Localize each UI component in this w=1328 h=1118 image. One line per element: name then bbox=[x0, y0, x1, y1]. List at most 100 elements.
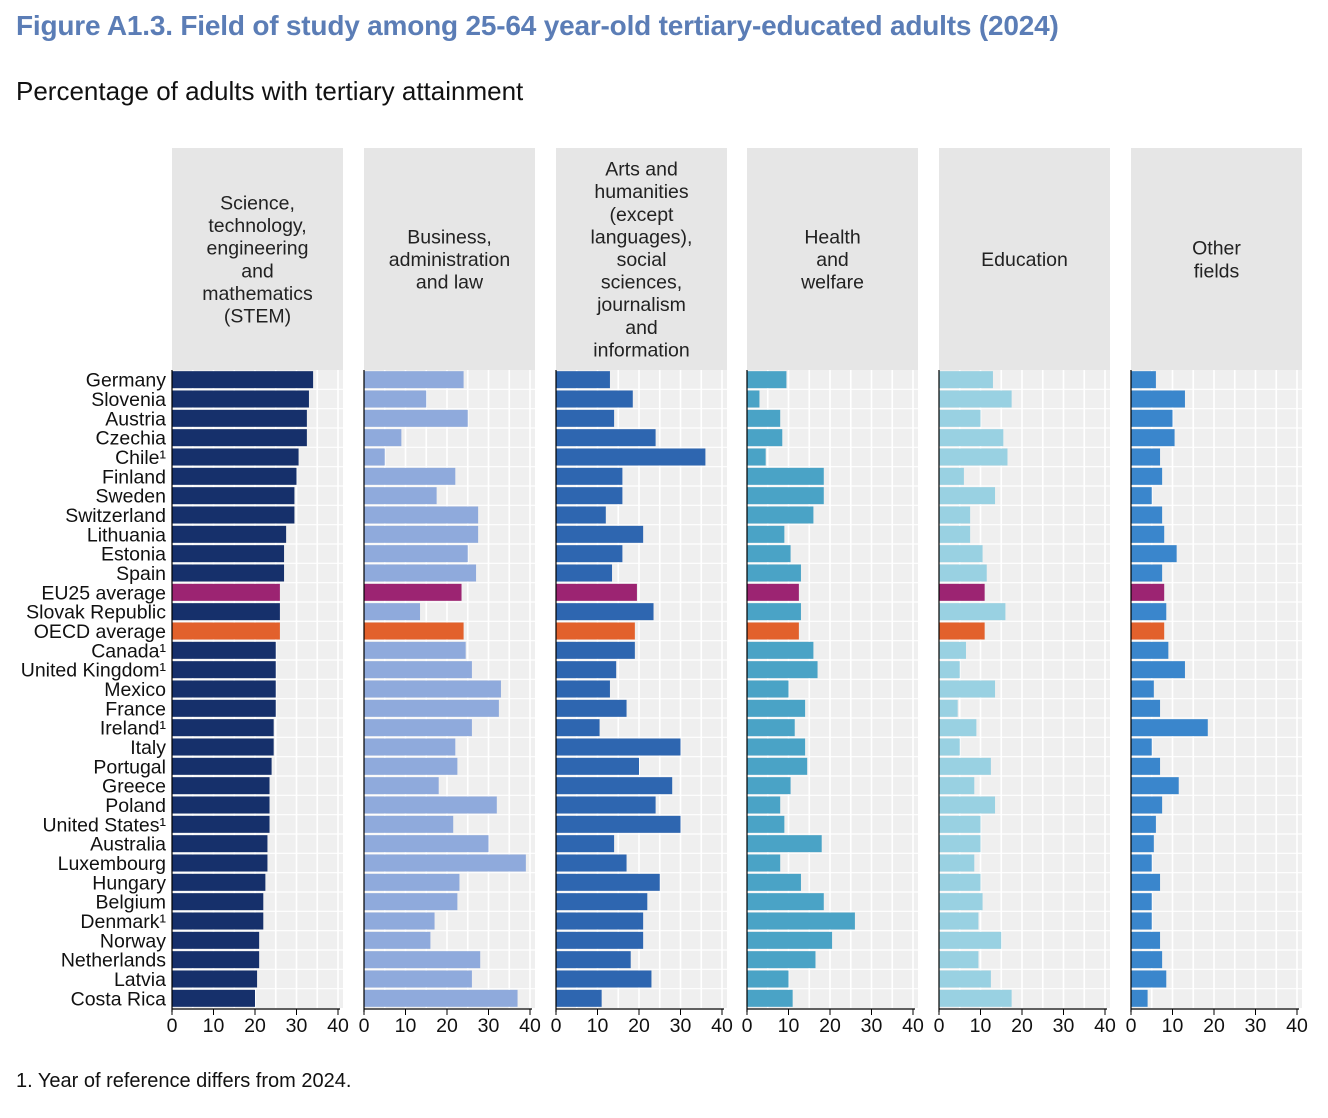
x-tick-label: 30 bbox=[286, 1015, 308, 1037]
bar bbox=[939, 835, 981, 853]
bar bbox=[172, 738, 274, 756]
bar bbox=[1131, 989, 1148, 1007]
bar bbox=[172, 506, 295, 524]
bar bbox=[556, 699, 627, 717]
bar bbox=[556, 545, 623, 563]
bar bbox=[939, 719, 977, 737]
category-label: Denmark¹ bbox=[80, 911, 166, 933]
bar bbox=[364, 622, 464, 640]
bar bbox=[747, 622, 799, 640]
x-tick-label: 10 bbox=[778, 1015, 800, 1037]
bar bbox=[556, 873, 660, 891]
bar bbox=[1131, 680, 1154, 698]
x-tick-label: 0 bbox=[742, 1015, 753, 1037]
bar bbox=[364, 429, 402, 447]
bar bbox=[939, 796, 996, 814]
bar bbox=[1131, 390, 1185, 408]
bar bbox=[747, 371, 787, 389]
bar bbox=[939, 815, 981, 833]
bar bbox=[1131, 699, 1161, 717]
bar bbox=[747, 873, 801, 891]
x-tick-label: 40 bbox=[519, 1015, 541, 1037]
bar bbox=[747, 757, 808, 775]
panel-title-line: humanities bbox=[594, 181, 689, 203]
x-tick-label: 20 bbox=[819, 1015, 841, 1037]
bar bbox=[364, 893, 458, 911]
x-tick-label: 0 bbox=[359, 1015, 370, 1037]
x-tick-label: 0 bbox=[1126, 1015, 1137, 1037]
bar bbox=[364, 912, 435, 930]
bar bbox=[364, 525, 479, 543]
bar bbox=[172, 467, 297, 485]
bar bbox=[747, 429, 783, 447]
x-tick-label: 10 bbox=[1162, 1015, 1184, 1037]
panel-title-line: administration bbox=[389, 249, 510, 271]
x-tick-label: 10 bbox=[203, 1015, 225, 1037]
bar bbox=[747, 777, 791, 795]
bar bbox=[939, 854, 975, 872]
bar bbox=[1131, 931, 1161, 949]
bar bbox=[556, 931, 644, 949]
category-label: Slovak Republic bbox=[26, 602, 166, 624]
bar bbox=[1131, 583, 1165, 601]
bar bbox=[364, 777, 439, 795]
bar bbox=[556, 680, 610, 698]
bar bbox=[556, 757, 639, 775]
bar bbox=[747, 487, 824, 505]
bar bbox=[747, 467, 824, 485]
bar bbox=[1131, 371, 1156, 389]
panel-header-5 bbox=[939, 148, 1110, 370]
panel-title-line: (STEM) bbox=[224, 306, 291, 328]
bar bbox=[556, 970, 652, 988]
bar bbox=[364, 854, 526, 872]
panel-header-3 bbox=[556, 148, 727, 370]
x-tick-label: 0 bbox=[167, 1015, 178, 1037]
bar bbox=[364, 506, 479, 524]
figure-subtitle: Percentage of adults with tertiary attai… bbox=[16, 76, 524, 106]
panel-title-line: fields bbox=[1194, 260, 1240, 282]
figure-title: Figure A1.3. Field of study among 25-64 … bbox=[16, 10, 1059, 41]
bar bbox=[172, 777, 270, 795]
x-tick-label: 20 bbox=[244, 1015, 266, 1037]
bar bbox=[556, 951, 631, 969]
bar bbox=[364, 835, 489, 853]
category-label: Luxembourg bbox=[58, 853, 166, 875]
bar bbox=[939, 931, 1002, 949]
bar bbox=[172, 796, 270, 814]
bar bbox=[747, 854, 781, 872]
bar bbox=[556, 525, 644, 543]
bar bbox=[747, 796, 781, 814]
bar bbox=[364, 390, 427, 408]
bar bbox=[1131, 545, 1177, 563]
bar bbox=[939, 738, 960, 756]
bar bbox=[747, 815, 785, 833]
x-tick-label: 20 bbox=[1203, 1015, 1225, 1037]
bar bbox=[747, 970, 789, 988]
panel-title-line: languages), bbox=[591, 226, 693, 248]
bar bbox=[747, 409, 781, 427]
bar bbox=[172, 371, 314, 389]
bar bbox=[556, 390, 633, 408]
category-label: Estonia bbox=[101, 544, 166, 566]
category-label: Canada¹ bbox=[91, 640, 166, 662]
bar bbox=[939, 448, 1008, 466]
bar bbox=[1131, 970, 1167, 988]
x-tick-label: 0 bbox=[934, 1015, 945, 1037]
bar bbox=[939, 467, 964, 485]
bar bbox=[1131, 912, 1152, 930]
bar bbox=[364, 815, 454, 833]
panel-title-line: Business, bbox=[407, 226, 492, 248]
x-tick-label: 10 bbox=[587, 1015, 609, 1037]
panel-title-line: Other bbox=[1192, 238, 1241, 260]
panel-title-line: (except bbox=[610, 204, 675, 226]
bar bbox=[1131, 854, 1152, 872]
panel-title-line: Arts and bbox=[605, 159, 678, 181]
bar bbox=[1131, 603, 1167, 621]
bar bbox=[1131, 873, 1161, 891]
bar bbox=[747, 448, 766, 466]
x-tick-label: 10 bbox=[395, 1015, 417, 1037]
bar bbox=[364, 603, 421, 621]
bar bbox=[172, 564, 285, 582]
category-label: Switzerland bbox=[65, 505, 166, 527]
bar bbox=[364, 738, 456, 756]
